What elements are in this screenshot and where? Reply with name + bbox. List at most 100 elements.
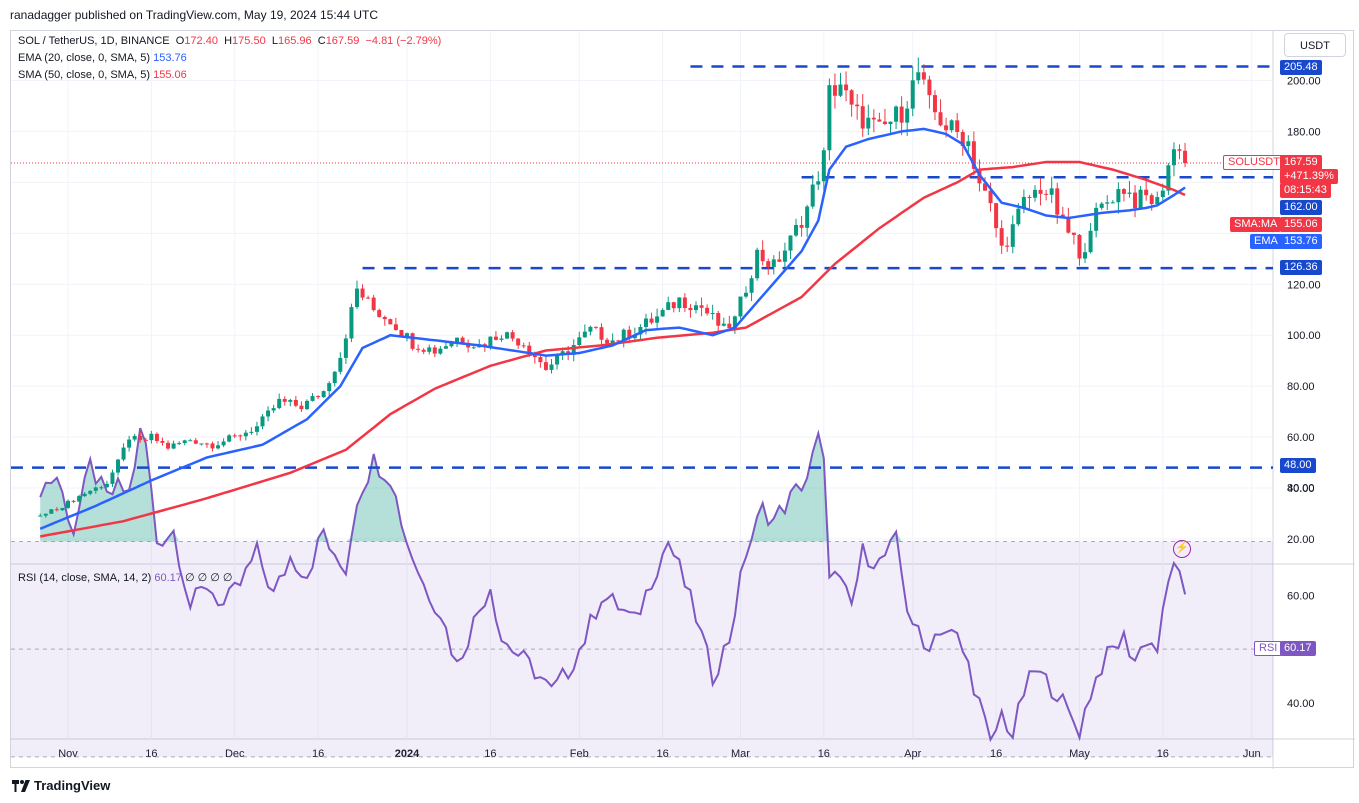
candle-body: [1144, 189, 1149, 196]
candle-body: [905, 108, 910, 123]
candle-body: [221, 441, 226, 446]
legend-ema-row[interactable]: EMA (20, close, 0, SMA, 5) 153.76: [18, 52, 187, 64]
currency-selector[interactable]: USDT: [1284, 33, 1346, 57]
candle-body: [82, 493, 87, 497]
candle-body: [543, 362, 548, 370]
candle-body: [121, 447, 126, 460]
candle-body: [366, 297, 371, 299]
sma50-line: [39, 160, 1186, 538]
rsi-tag-badge: RSI: [1254, 641, 1283, 656]
candle-body: [827, 85, 832, 151]
candle-body: [204, 443, 209, 445]
candle-body: [438, 348, 443, 354]
level-126-badge: 126.36: [1280, 260, 1322, 275]
price-tick-label: 40.00: [1287, 483, 1315, 495]
candle-body: [343, 338, 348, 358]
candle-body: [432, 347, 437, 354]
candle-body: [988, 190, 993, 204]
candle-body: [955, 120, 960, 132]
candle-body: [177, 443, 182, 445]
candle-body: [821, 150, 826, 182]
price-tick-label: 20.00: [1287, 534, 1315, 546]
level-205-badge: 205.48: [1280, 60, 1322, 75]
candle-body: [555, 354, 560, 365]
flash-icon[interactable]: ⚡: [1173, 540, 1191, 558]
level-48-badge: 48.00: [1280, 458, 1316, 473]
price-tick-label: 200.00: [1287, 75, 1321, 87]
tradingview-brand: TradingView: [34, 778, 111, 793]
time-tick-label: 16: [990, 748, 1002, 760]
candle-body: [921, 72, 926, 80]
candle-body: [1049, 188, 1054, 195]
candle-body: [354, 288, 359, 308]
chart-frame[interactable]: 20.00 40.00 60.00 80.00 100.00 120.00 180.00 20…: [10, 30, 1355, 769]
candle-body: [866, 117, 871, 129]
candle-body: [749, 278, 754, 293]
candle-body: [682, 297, 687, 308]
candle-body: [593, 326, 598, 328]
candle-body: [488, 336, 493, 347]
candle-body: [521, 345, 526, 347]
price-tick-label: 120.00: [1287, 279, 1321, 291]
candle-body: [899, 106, 904, 123]
candle-body: [666, 302, 671, 310]
candle-body: [744, 292, 749, 297]
candle-body: [1016, 208, 1021, 225]
legend-rsi-extra: ∅ ∅ ∅ ∅: [184, 572, 233, 584]
candle-body: [1127, 192, 1132, 194]
candle-body: [888, 121, 893, 124]
candle-body: [1121, 189, 1126, 194]
candle-body: [832, 85, 837, 96]
candle-body: [916, 72, 921, 81]
candle-body: [621, 329, 626, 341]
candle-body: [143, 439, 148, 441]
candle-body: [882, 121, 887, 124]
candle-body: [966, 141, 971, 147]
candle-body: [327, 383, 332, 392]
candle-body: [410, 333, 415, 349]
candle-body: [49, 509, 54, 514]
candle-body: [649, 318, 654, 323]
price-tick-label: 80.00: [1287, 381, 1315, 393]
tradingview-logo-icon: [12, 779, 30, 792]
tradingview-logo[interactable]: TradingView: [12, 778, 110, 793]
candle-body: [460, 337, 465, 344]
candle-body: [388, 319, 393, 325]
candle-body: [1083, 252, 1088, 259]
candle-body: [527, 345, 532, 355]
rsi-tick-label: 40.00: [1287, 698, 1315, 710]
legend-symbol[interactable]: SOL / TetherUS, 1D, BINANCE: [18, 35, 170, 47]
price-chart[interactable]: 20.00 40.00 60.00 80.00 100.00 120.00 180.00 20…: [11, 31, 1355, 769]
candle-body: [393, 324, 398, 331]
candle-body: [688, 307, 693, 311]
candle-body: [171, 443, 176, 449]
candle-body: [210, 443, 215, 449]
published-line: ranadagger published on TradingView.com,…: [10, 8, 379, 22]
candle-body: [1171, 149, 1176, 166]
candle-body: [154, 433, 159, 441]
legend-sma-row[interactable]: SMA (50, close, 0, SMA, 5) 155.06: [18, 69, 187, 81]
legend-rsi-row[interactable]: RSI (14, close, SMA, 14, 2) 60.17 ∅ ∅ ∅ …: [18, 571, 232, 584]
candle-body: [149, 433, 154, 441]
candle-body: [332, 371, 337, 384]
candle-body: [238, 435, 243, 437]
candle-body: [60, 507, 65, 511]
legend-l-label: L: [271, 35, 278, 47]
candle-body: [466, 343, 471, 348]
candle-body: [360, 288, 365, 298]
candle-body: [610, 340, 615, 344]
candle-body: [88, 490, 93, 494]
candle-body: [516, 338, 521, 346]
candle-body: [755, 249, 760, 279]
candle-body: [399, 330, 404, 337]
candle-body: [77, 496, 82, 502]
candle-body: [588, 326, 593, 332]
candle-body: [243, 432, 248, 437]
candle-body: [304, 400, 309, 410]
candle-body: [160, 440, 165, 443]
candle-body: [1088, 230, 1093, 253]
candle-body: [560, 351, 565, 355]
candle-body: [299, 405, 304, 410]
candle-body: [549, 364, 554, 370]
candle-body: [449, 342, 454, 347]
